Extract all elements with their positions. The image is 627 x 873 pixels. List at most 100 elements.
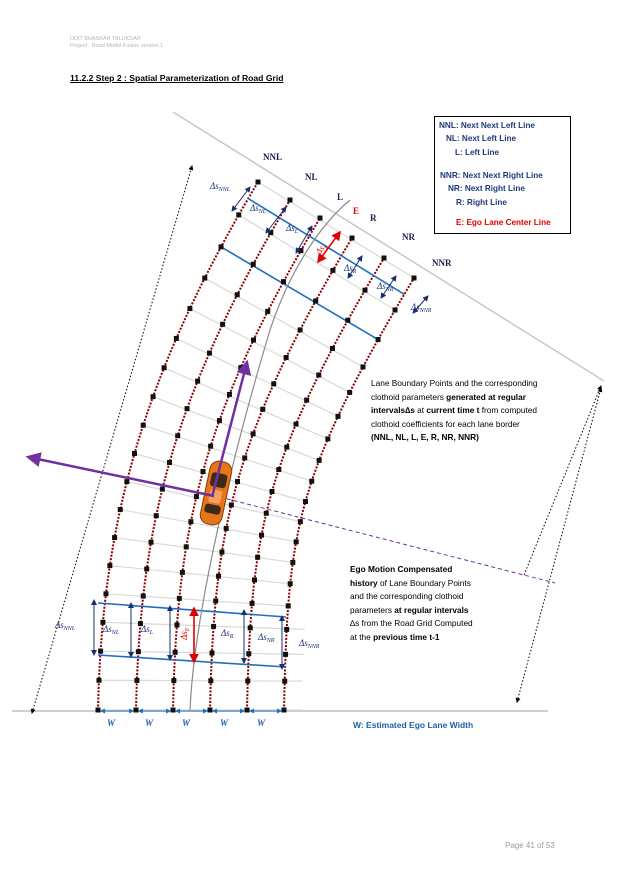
lane-line-nnl	[97, 181, 259, 711]
lane-point	[208, 678, 214, 684]
lane-point	[330, 267, 336, 273]
legend-item-nnr: NNR: Next Next Right Line	[440, 171, 543, 180]
section-number: 11.2.2	[70, 73, 94, 83]
lane-point	[226, 391, 232, 397]
ds-bottom-nnr: ΔsNNR	[298, 638, 320, 650]
lane-point	[208, 443, 214, 449]
lane-point	[176, 595, 182, 601]
grid-crossline	[109, 565, 291, 585]
dotted-measure-mid	[523, 385, 602, 576]
lane-point	[316, 372, 322, 378]
lane-point	[265, 308, 271, 314]
delta-s-top-arrow	[231, 186, 251, 212]
lane-point	[184, 406, 190, 412]
legend-item-nl: NL: Next Left Line	[446, 134, 517, 143]
lane-point	[281, 707, 287, 713]
lane-point	[297, 327, 303, 333]
dotted-measure-left	[30, 165, 194, 714]
ds-bottom-e: ΔsE	[179, 627, 191, 641]
width-label-2: W	[145, 718, 154, 728]
lane-point	[215, 573, 221, 579]
lane-point	[117, 507, 123, 513]
lane-point	[236, 212, 242, 218]
lane-point	[220, 321, 226, 327]
lane-point	[362, 287, 368, 293]
lane-point	[316, 457, 322, 463]
current-time-description: Lane Boundary Points and the correspondi…	[371, 377, 611, 445]
lane-point	[283, 651, 289, 657]
lane-point	[271, 381, 277, 387]
ds-top-nr: ΔsNR	[376, 281, 394, 293]
lane-point	[103, 591, 109, 597]
lane-point	[284, 626, 290, 632]
ego-dashed-line	[219, 496, 556, 584]
lane-label-nnr: NNR	[432, 258, 452, 268]
lane-point	[124, 479, 130, 485]
delta-s-top-arrow	[265, 206, 287, 234]
legend-item-nr: NR: Next Right Line	[448, 184, 525, 193]
lane-point	[187, 306, 193, 312]
lane-point	[309, 478, 315, 484]
lane-point	[304, 397, 310, 403]
lane-point	[150, 394, 156, 400]
lane-point	[153, 513, 159, 519]
delta-s-top-group	[231, 186, 429, 314]
delta-s-bottom-group	[91, 599, 285, 670]
lane-point	[303, 499, 308, 504]
lane-point	[290, 559, 296, 565]
lane-point	[213, 598, 219, 604]
legend-item-e: E: Ego Lane Center Line	[456, 218, 551, 227]
current-desc-line-4: clothoid coefficients for each lane bord…	[371, 418, 520, 429]
lane-point	[234, 292, 240, 298]
lane-point	[140, 422, 146, 428]
lane-point	[313, 298, 319, 304]
lane-point	[298, 248, 304, 254]
delta-s-top-arrow	[347, 255, 363, 279]
lane-point	[293, 539, 299, 545]
lane-point	[252, 577, 258, 583]
lane-point	[411, 275, 417, 281]
ds-top-nl: ΔsNL	[249, 203, 267, 215]
previous-desc-line-4: parameters at regular intervals	[350, 604, 469, 615]
grid-crossline	[102, 621, 305, 630]
current-desc-line-3: intervals∆s at current time t from compu…	[371, 405, 538, 416]
lane-point	[375, 337, 381, 343]
lane-label-l: L	[337, 192, 343, 202]
lane-point	[132, 451, 137, 456]
lane-point	[297, 519, 303, 525]
lane-point	[245, 678, 251, 684]
header-author: UDIT BHASKAR TALUKDAR	[70, 36, 141, 42]
grid-crossline	[105, 593, 289, 607]
lane-point	[112, 535, 118, 541]
lane-point	[172, 649, 178, 655]
lane-point	[329, 345, 335, 351]
header-project: Project : Road Model Fusion version 1	[70, 43, 164, 49]
page-number: Page 41 of 53	[505, 841, 555, 850]
lane-point	[282, 678, 288, 684]
lane-point	[283, 354, 289, 360]
lane-point	[235, 479, 240, 484]
lane-point	[255, 554, 261, 560]
legend-item-r: R: Right Line	[456, 198, 507, 207]
delta-s-top-arrow	[295, 225, 313, 254]
lane-point	[206, 350, 212, 356]
lane-point	[202, 275, 208, 281]
lane-point	[148, 539, 154, 545]
delta-s-top-arrow	[380, 275, 397, 299]
lane-point	[238, 365, 244, 371]
lane-point	[216, 418, 222, 424]
lane-point	[276, 467, 282, 473]
lane-point	[107, 563, 113, 569]
ds-bottom-l: ΔsL	[140, 624, 154, 636]
lane-point	[250, 261, 256, 267]
grid-crossline	[238, 214, 396, 311]
lane-point	[247, 625, 253, 631]
lane-point	[171, 678, 177, 684]
road-edge-line	[172, 111, 605, 382]
lane-label-nl: NL	[305, 172, 318, 182]
lane-point	[159, 486, 165, 492]
lane-point	[170, 707, 176, 713]
grid-crossline	[189, 308, 350, 393]
previous-desc-line-1: Ego Motion Compensated	[350, 564, 453, 574]
